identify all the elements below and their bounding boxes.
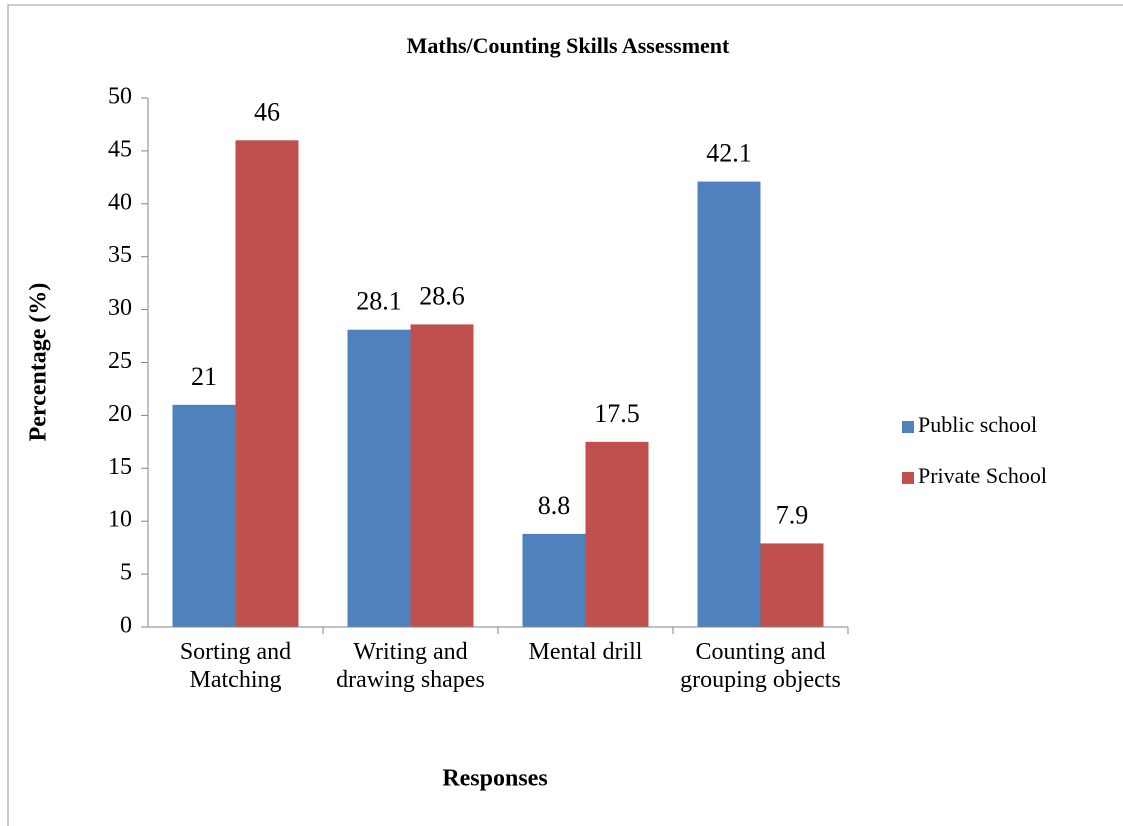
bar: [585, 441, 649, 627]
data-label: 42.1: [706, 139, 752, 168]
data-label: 7.9: [776, 500, 809, 529]
x-tick-label: Counting and grouping objects: [680, 639, 841, 693]
chart-title: Maths/Counting Skills Assessment: [407, 33, 730, 58]
x-axis-label: Responses: [442, 766, 547, 792]
data-label: 17.5: [594, 399, 640, 428]
x-tick-label: Sorting and Matching: [179, 639, 292, 693]
y-tick-label: 15: [108, 454, 132, 480]
bar: [760, 543, 824, 627]
bar: [522, 533, 586, 627]
legend-label: Private School: [918, 463, 1047, 488]
bar: [410, 324, 474, 627]
y-tick-label: 20: [108, 401, 132, 427]
x-tick-label-box: Counting and grouping objects: [680, 639, 841, 693]
x-tick-label: Writing and drawing shapes: [336, 639, 485, 693]
y-tick-label: 5: [120, 560, 132, 586]
legend-label: Public school: [918, 412, 1037, 437]
data-label: 21: [191, 362, 217, 391]
bar: [235, 140, 299, 627]
bar: [172, 404, 236, 627]
y-tick-label: 45: [108, 136, 132, 162]
y-tick-label: 50: [108, 84, 132, 110]
x-tick-label-box: Sorting and Matching: [179, 639, 292, 693]
bar: [347, 329, 411, 627]
chart-border: [7, 4, 1123, 826]
bar: [697, 181, 761, 627]
y-tick-label: 35: [108, 242, 132, 268]
y-tick-label: 30: [108, 295, 132, 321]
x-tick-label-box: Writing and drawing shapes: [336, 639, 485, 693]
x-tick-label-box: Mental drill: [528, 639, 643, 665]
data-label: 28.6: [419, 281, 465, 310]
y-tick-label: 25: [108, 348, 132, 374]
y-tick-label: 0: [120, 613, 132, 639]
y-axis-label: Percentage (%): [26, 283, 52, 442]
data-label: 8.8: [538, 491, 571, 520]
x-tick-label: Mental drill: [528, 639, 643, 665]
legend-swatch: [902, 472, 914, 484]
y-tick-label: 40: [108, 189, 132, 215]
data-label: 46: [254, 97, 280, 126]
y-tick-label: 10: [108, 507, 132, 533]
legend-swatch: [902, 421, 914, 433]
data-label: 28.1: [356, 287, 402, 316]
